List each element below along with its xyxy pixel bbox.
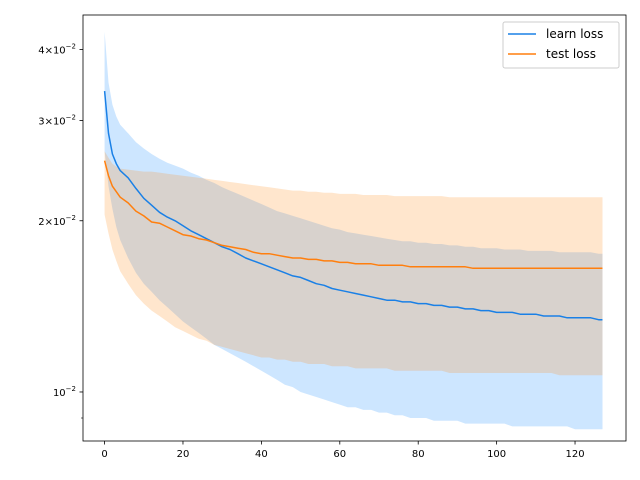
y-tick-label: 10−2 (53, 385, 76, 399)
x-tick-label: 80 (412, 449, 425, 460)
plot-area-frame (82, 14, 627, 442)
learn-loss-line (103, 91, 603, 321)
x-tick-label: 60 (333, 449, 346, 460)
y-tick-label: 2×10−2 (38, 214, 76, 228)
x-axis-ticks: 0 20 40 60 80 100 120 (101, 441, 585, 460)
series-lines (103, 91, 603, 321)
x-tick-label: 120 (565, 449, 584, 460)
learn-loss-legend-label: learn loss (546, 27, 603, 41)
x-tick-label: 20 (177, 449, 190, 460)
x-tick-label: 100 (487, 449, 506, 460)
y-axis-ticks: 10−2 2×10−2 3×10−2 4×10−2 (38, 43, 83, 419)
y-tick-label: 4×10−2 (38, 43, 76, 57)
learn-loss-band (104, 31, 603, 430)
test-loss-legend-label: test loss (546, 47, 596, 61)
legend: learn loss test loss (502, 21, 620, 69)
x-tick-label: 0 (101, 449, 107, 460)
y-tick-label: 3×10−2 (38, 114, 76, 128)
test-loss-line (103, 160, 603, 270)
x-tick-label: 40 (255, 449, 268, 460)
